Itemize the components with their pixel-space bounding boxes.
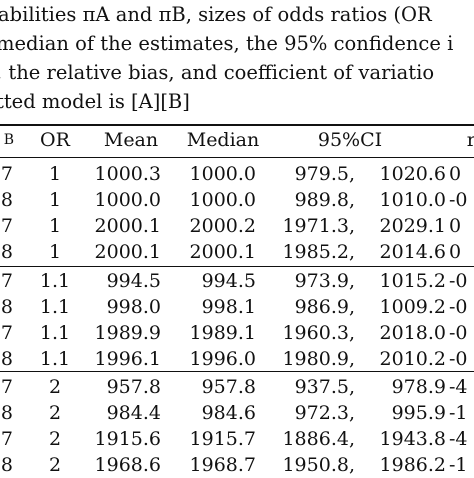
cell-ci-low: 1950.8, (282, 454, 355, 476)
caption-line-1: abilities πA and πB, sizes of odds ratio… (0, 0, 432, 29)
cell-or: 1.1 (39, 296, 71, 318)
cell-ci-high: 978.9 (391, 376, 446, 398)
cell-mean: 2000.1 (94, 215, 161, 237)
cell-ci-low: 1971.3, (282, 215, 355, 237)
cell-ci-high: 1986.2 (379, 454, 446, 476)
cell-ci-high: 1020.6 (379, 163, 446, 185)
header-pi-b: B (3, 132, 14, 148)
cell-median: 994.5 (201, 270, 256, 292)
caption-line-2: median of the estimates, the 95% confide… (0, 32, 454, 55)
cell-pi-b: 8 (0, 454, 13, 476)
cell-pi-b: 7 (0, 322, 13, 344)
header-median: Median (186, 129, 260, 151)
cell-ci-low: 986.9, (294, 296, 355, 318)
cell-rb: -4 (449, 376, 468, 398)
cell-ci-low: 973.9, (294, 270, 355, 292)
caption-line-1-text: abilities πA and πB, sizes of odds ratio… (0, 3, 432, 26)
cell-ci-low: 979.5, (294, 163, 355, 185)
group-separator-1 (0, 266, 474, 267)
cell-median: 1968.7 (189, 454, 256, 476)
cell-ci-high: 995.9 (391, 402, 446, 424)
cell-pi-b: 8 (0, 189, 13, 211)
cell-rb: -0 (449, 189, 468, 211)
cell-ci-high: 1015.2 (379, 270, 446, 292)
table-top-rule (0, 124, 474, 126)
cell-median: 2000.2 (189, 215, 256, 237)
cell-median: 998.1 (201, 296, 256, 318)
cell-pi-b: 7 (0, 163, 13, 185)
header-mean: Mean (103, 129, 159, 151)
cell-or: 1.1 (39, 348, 71, 370)
cell-mean: 1989.9 (94, 322, 161, 344)
cell-or: 1 (48, 241, 62, 263)
cell-or: 2 (48, 454, 62, 476)
cell-mean: 1996.1 (94, 348, 161, 370)
cell-or: 2 (48, 376, 62, 398)
cell-ci-low: 1960.3, (282, 322, 355, 344)
cell-mean: 984.4 (106, 402, 161, 424)
cell-rb: -1 (449, 402, 468, 424)
cell-pi-b: 8 (0, 296, 13, 318)
cell-pi-b: 8 (0, 241, 13, 263)
cell-mean: 1000.0 (94, 189, 161, 211)
cell-ci-low: 937.5, (294, 376, 355, 398)
cell-ci-high: 2010.2 (379, 348, 446, 370)
header-rb: rb (466, 129, 474, 151)
cell-rb: -1 (449, 454, 468, 476)
cell-median: 957.8 (201, 376, 256, 398)
cell-ci-high: 1009.2 (379, 296, 446, 318)
cell-or: 1.1 (39, 322, 71, 344)
cell-median: 1000.0 (189, 189, 256, 211)
cell-median: 2000.1 (189, 241, 256, 263)
caption-line-4: tted model is [A][B] (0, 90, 190, 113)
cell-rb: 0 (449, 163, 462, 185)
cell-ci-high: 2018.0 (379, 322, 446, 344)
cell-mean: 1915.6 (94, 428, 161, 450)
cell-rb: 0 (449, 215, 462, 237)
caption-line-3: , the relative bias, and coefficient of … (0, 61, 435, 84)
cell-pi-b: 7 (0, 270, 13, 292)
cell-rb: -0 (449, 296, 468, 318)
cell-ci-low: 1886.4, (282, 428, 355, 450)
cell-ci-low: 972.3, (294, 402, 355, 424)
cell-mean: 998.0 (106, 296, 161, 318)
cell-or: 2 (48, 402, 62, 424)
cell-ci-low: 1980.9, (282, 348, 355, 370)
cell-or: 1 (48, 215, 62, 237)
cell-mean: 1000.3 (94, 163, 161, 185)
cell-ci-high: 2014.6 (379, 241, 446, 263)
cell-mean: 994.5 (106, 270, 161, 292)
cell-ci-high: 1010.0 (379, 189, 446, 211)
cell-ci-low: 1985.2, (282, 241, 355, 263)
header-or: OR (40, 129, 70, 151)
cell-median: 984.6 (201, 402, 256, 424)
cell-pi-b: 7 (0, 428, 13, 450)
cell-median: 1915.7 (189, 428, 256, 450)
cell-pi-b: 8 (0, 348, 13, 370)
cell-mean: 957.8 (106, 376, 161, 398)
cell-ci-high: 1943.8 (379, 428, 446, 450)
cell-or: 1 (48, 189, 62, 211)
cell-mean: 1968.6 (94, 454, 161, 476)
cell-ci-low: 989.8, (294, 189, 355, 211)
cell-median: 1989.1 (189, 322, 256, 344)
cell-or: 1 (48, 163, 62, 185)
cell-mean: 2000.1 (94, 241, 161, 263)
cell-rb: 0 (449, 241, 462, 263)
cell-pi-b: 8 (0, 402, 13, 424)
group-separator-2 (0, 371, 474, 372)
cell-or: 1.1 (39, 270, 71, 292)
cell-rb: -4 (449, 428, 468, 450)
header-95ci: 95%CI (317, 129, 383, 151)
cell-pi-b: 7 (0, 215, 13, 237)
cell-median: 1996.0 (189, 348, 256, 370)
cell-ci-high: 2029.1 (379, 215, 446, 237)
cell-or: 2 (48, 428, 62, 450)
cell-rb: -0 (449, 348, 468, 370)
cell-rb: -0 (449, 322, 468, 344)
cell-rb: -0 (449, 270, 468, 292)
cell-pi-b: 7 (0, 376, 13, 398)
table-header-rule (0, 157, 474, 158)
cell-median: 1000.0 (189, 163, 256, 185)
